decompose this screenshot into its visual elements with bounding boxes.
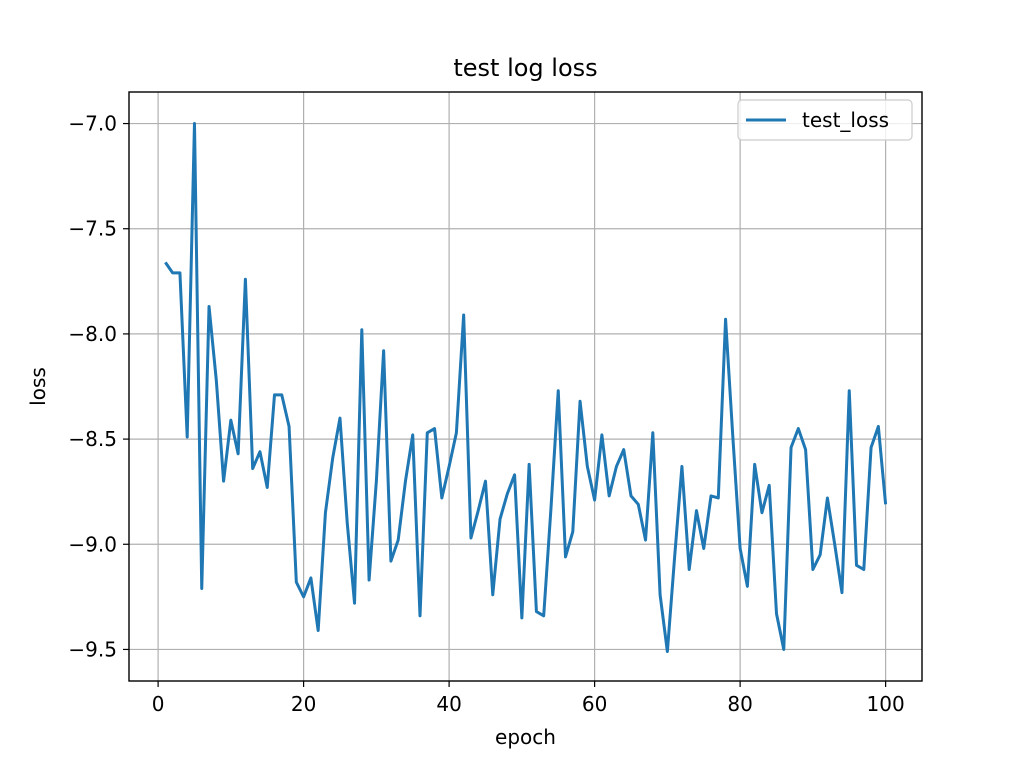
y-tick-label: −9.0 bbox=[68, 532, 117, 556]
x-tick-label: 100 bbox=[867, 692, 905, 716]
x-tick-label: 20 bbox=[291, 692, 316, 716]
legend: test_loss bbox=[737, 99, 913, 141]
y-tick-label: −8.5 bbox=[68, 427, 117, 451]
chart-title: test log loss bbox=[453, 54, 597, 82]
y-axis: −7.0 −7.5 −8.0 −8.5 −9.0 −9.5 bbox=[68, 112, 129, 661]
x-tick-label: 40 bbox=[436, 692, 461, 716]
y-tick-label: −7.0 bbox=[68, 112, 117, 136]
x-tick-label: 0 bbox=[152, 692, 165, 716]
x-axis-label: epoch bbox=[495, 725, 556, 749]
x-tick-label: 80 bbox=[727, 692, 752, 716]
x-axis: 0 20 40 60 80 100 bbox=[152, 681, 905, 716]
y-tick-label: −7.5 bbox=[68, 217, 117, 241]
legend-box bbox=[737, 99, 913, 141]
y-axis-label: loss bbox=[26, 367, 50, 406]
grid bbox=[129, 92, 922, 681]
series-line-test-loss bbox=[164, 122, 888, 654]
x-tick-label: 60 bbox=[582, 692, 607, 716]
y-tick-label: −9.5 bbox=[68, 637, 117, 661]
y-tick-label: −8.0 bbox=[68, 322, 117, 346]
plot-frame bbox=[128, 91, 923, 682]
legend-label: test_loss bbox=[802, 108, 889, 132]
